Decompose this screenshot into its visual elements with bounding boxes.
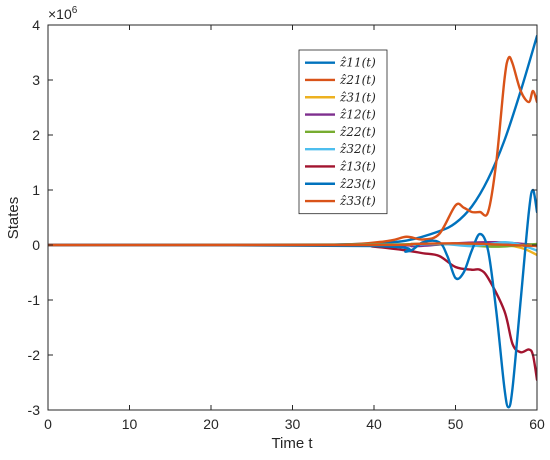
y-tick-label: 4 [32, 17, 40, 33]
plot-lines [48, 34, 537, 409]
legend-label: ẑ32(t) [339, 142, 376, 156]
y-tick-label: -3 [28, 402, 41, 418]
legend-label: ẑ31(t) [339, 90, 376, 104]
legend: ẑ11(t) ẑ21(t) ẑ31(t) ẑ12(t) ẑ22(t) ẑ32(t) ẑ13(… [298, 49, 388, 215]
x-axis-label: Time t [271, 435, 313, 452]
series-line-1 [48, 34, 537, 247]
legend-label: ẑ11(t) [339, 56, 376, 70]
x-tick-label: 40 [366, 416, 382, 432]
legend-label: ẑ22(t) [339, 125, 376, 139]
x-tick-label: 10 [122, 416, 138, 432]
x-tick-label: 50 [448, 416, 464, 432]
y-multiplier-base: ×10 [48, 6, 72, 22]
y-tick-label: 2 [32, 127, 40, 143]
legend-label: ẑ13(t) [339, 159, 376, 173]
y-axis-label: States [5, 197, 22, 240]
series-line-8 [48, 188, 537, 409]
y-tick-label: -1 [28, 292, 41, 308]
legend-label: ẑ12(t) [339, 108, 376, 122]
y-tick-label: 1 [32, 182, 40, 198]
legend-label: ẑ33(t) [339, 194, 376, 208]
x-tick-label: 60 [529, 416, 545, 432]
series-line-2 [48, 55, 537, 247]
tick-labels: 0 10 20 30 40 50 60 -3 -2 -1 0 1 2 3 4 [28, 17, 545, 432]
legend-label: ẑ23(t) [339, 177, 376, 191]
y-tick-label: 3 [32, 72, 40, 88]
legend-label: ẑ21(t) [339, 73, 376, 87]
y-tick-label: 0 [32, 237, 40, 253]
x-tick-label: 0 [44, 416, 52, 432]
ticks [47, 24, 538, 411]
y-multiplier: ×106 [48, 5, 78, 22]
x-tick-label: 30 [285, 416, 301, 432]
y-multiplier-exponent: 6 [72, 5, 78, 16]
series-line-7 [48, 243, 537, 381]
series-line-9 [48, 242, 537, 248]
y-tick-label: -2 [28, 347, 41, 363]
x-tick-label: 20 [203, 416, 219, 432]
